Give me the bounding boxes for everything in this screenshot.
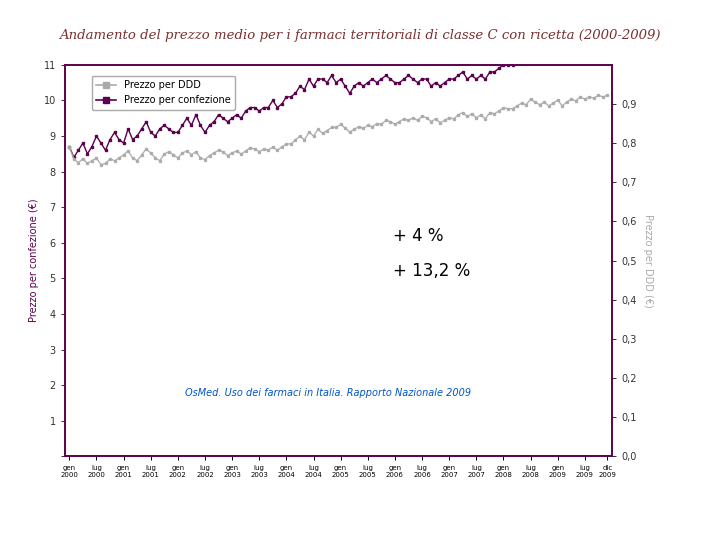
Legend: Prezzo per DDD, Prezzo per confezione: Prezzo per DDD, Prezzo per confezione (91, 76, 235, 110)
Text: Andamento del prezzo medio per i farmaci territoriali di classe C con ricetta (2: Andamento del prezzo medio per i farmaci… (59, 29, 661, 42)
Text: OsMed. Uso dei farmaci in Italia. Rapporto Nazionale 2009: OsMed. Uso dei farmaci in Italia. Rappor… (185, 388, 472, 397)
Y-axis label: Prezzo per DDD (€): Prezzo per DDD (€) (643, 214, 653, 307)
Text: + 13,2 %: + 13,2 % (393, 262, 470, 280)
Y-axis label: Prezzo per confezione (€): Prezzo per confezione (€) (30, 199, 40, 322)
Text: + 4 %: + 4 % (393, 227, 444, 245)
